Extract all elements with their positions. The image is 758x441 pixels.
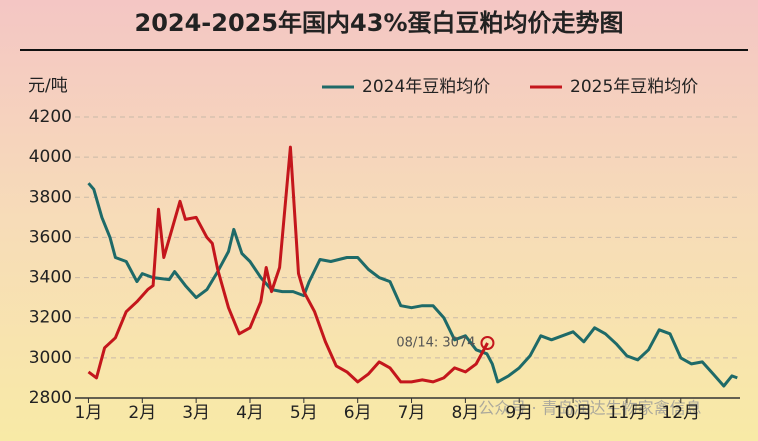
- y-tick-label: 3200: [29, 308, 72, 328]
- x-tick-label: 1月: [75, 403, 103, 423]
- x-tick-label: 9月: [505, 403, 533, 423]
- series-line: [87, 145, 489, 384]
- x-tick-label: 8月: [451, 403, 479, 423]
- y-tick-label: 3800: [29, 187, 72, 207]
- y-tick-label: 3000: [29, 348, 72, 368]
- legend-label: 2024年豆粕均价: [362, 77, 490, 97]
- y-tick-label: 4000: [29, 147, 72, 167]
- x-tick-label: 12月: [661, 403, 700, 423]
- x-tick-label: 7月: [398, 403, 426, 423]
- x-tick-label: 2月: [128, 403, 156, 423]
- watermark: 公众号 · 青岛润达生物家禽信息: [478, 399, 701, 418]
- x-tick-label: 4月: [236, 403, 264, 423]
- x-tick-label: 11月: [608, 403, 647, 423]
- series-line: [87, 182, 738, 388]
- x-tick-label: 5月: [290, 403, 318, 423]
- x-tick-label: 3月: [182, 403, 210, 423]
- x-tick-label: 6月: [344, 403, 372, 423]
- legend-label: 2025年豆粕均价: [570, 77, 698, 97]
- chart-title: 2024-2025年国内43%蛋白豆粕均价走势图: [135, 9, 624, 37]
- y-axis-label: 元/吨: [28, 76, 68, 96]
- y-tick-label: 2800: [29, 388, 72, 408]
- y-tick-label: 3400: [29, 268, 72, 288]
- y-tick-label: 3600: [29, 227, 72, 247]
- annotation: 08/14: 3074: [396, 336, 475, 351]
- x-tick-label: 10月: [554, 403, 593, 423]
- annotation-marker: [480, 336, 495, 351]
- y-tick-label: 4200: [29, 107, 72, 127]
